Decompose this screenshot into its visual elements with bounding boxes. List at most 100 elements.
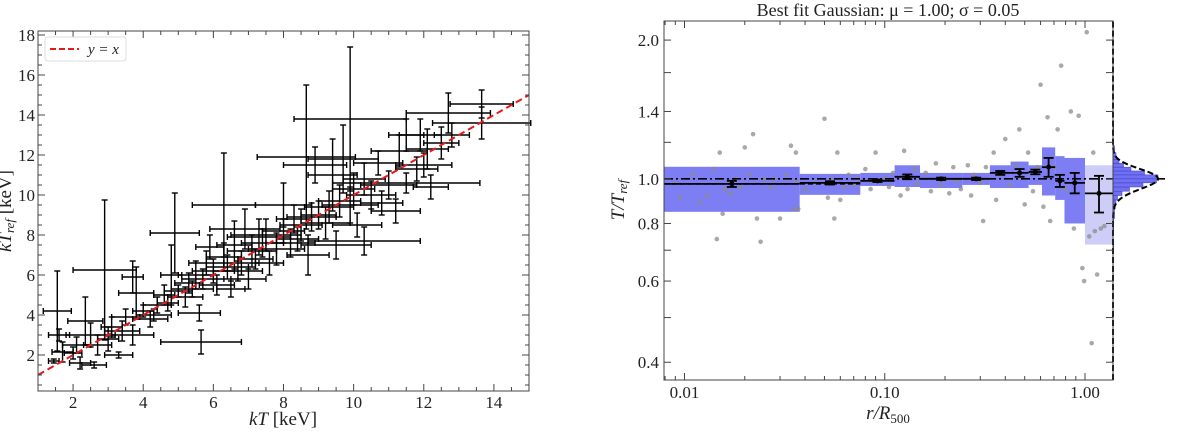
scatter-point	[768, 184, 774, 190]
scatter-point	[825, 195, 831, 200]
y-tick-label: 2.0	[638, 31, 659, 50]
error-bar-point	[72, 199, 137, 341]
scatter-point	[923, 170, 928, 176]
scatter-point	[758, 239, 763, 245]
scatter-point	[1047, 218, 1053, 224]
legend-label: y = x	[86, 42, 119, 58]
bin-median-errorbar	[1010, 168, 1029, 178]
error-bar-point	[300, 230, 372, 260]
scatter-point	[791, 206, 796, 212]
error-bar-point	[121, 260, 144, 294]
bin-median-errorbar	[860, 178, 895, 184]
gaussian-fit-curve	[1112, 21, 1159, 380]
histogram-bar	[1112, 195, 1118, 201]
x-var: r/R	[866, 403, 891, 424]
scatter-point	[1022, 202, 1028, 207]
scatter-point	[1098, 226, 1104, 231]
left-x-axis-label: kT [keV]	[249, 409, 317, 429]
error-bar-point	[317, 184, 362, 218]
right-plot-frame	[663, 20, 1114, 381]
x-tick-label: 12	[415, 393, 432, 412]
y-tick-label: 6	[27, 266, 36, 285]
y-tick-label: 1.4	[638, 102, 660, 121]
scatter-point	[1084, 29, 1090, 35]
scatter-point	[1038, 82, 1043, 88]
histogram-bar	[1112, 174, 1159, 180]
error-bar-point	[370, 198, 421, 224]
error-bar-point	[181, 268, 225, 290]
error-bar-point	[177, 304, 222, 322]
histogram-bar	[1112, 190, 1123, 196]
left-y-axis-label: kTref [keV]	[0, 170, 17, 252]
error-bar-point	[47, 328, 71, 342]
error-bar-point	[160, 329, 243, 355]
median-point	[938, 176, 944, 182]
y-tick-label: 0.4	[638, 353, 660, 372]
x-tick-label: 0.10	[870, 383, 900, 402]
scatter-point	[1089, 340, 1094, 346]
scatter-point	[911, 166, 917, 172]
scatter-point	[1003, 136, 1008, 142]
error-bar-point	[230, 268, 267, 290]
error-bar-point	[405, 128, 450, 170]
scatter-point	[1045, 114, 1050, 120]
error-bar-point	[282, 146, 348, 184]
histogram-bar	[1112, 159, 1120, 164]
y-tick-label: 0.8	[638, 214, 659, 233]
right-x-axis-label: r/R500	[866, 403, 910, 426]
y-tick-label: 1.0	[638, 170, 659, 189]
scatter-point	[746, 172, 752, 178]
y-tick-label: 12	[18, 146, 35, 165]
scatter-point	[1071, 226, 1077, 231]
scatter-point	[793, 178, 799, 184]
scatter-point	[1063, 186, 1068, 192]
error-bar-point	[149, 192, 201, 274]
error-bar-point	[216, 280, 246, 298]
scatter-point	[938, 182, 943, 188]
scatter-point	[690, 172, 696, 178]
scatter-point	[828, 176, 834, 182]
bin-medians	[664, 157, 1113, 214]
scatter-point	[946, 191, 952, 196]
y-tick-label: 0.6	[638, 272, 659, 291]
scatter-point	[1035, 164, 1040, 170]
y-var: T/T	[608, 192, 629, 220]
error-bar-point	[303, 190, 355, 224]
bin-median-errorbar	[1042, 157, 1056, 178]
error-bar-point	[359, 170, 418, 200]
histogram-bar	[1112, 163, 1124, 168]
bin-median-errorbar	[1064, 171, 1085, 195]
y-unit: [keV]	[0, 170, 16, 219]
error-bar-point	[81, 361, 108, 369]
error-bar-point	[170, 280, 215, 298]
scatter-point	[1058, 63, 1064, 68]
scatter-point	[822, 116, 827, 122]
x-tick-label: 4	[139, 393, 148, 412]
legend-box	[44, 36, 127, 62]
median-point	[874, 178, 880, 184]
scatter-point	[1030, 188, 1036, 194]
scatter-point	[971, 172, 977, 178]
left-plot-frame	[37, 30, 530, 392]
scatter-point	[993, 197, 999, 203]
error-bar-point	[103, 320, 141, 342]
error-bar-point	[321, 186, 379, 224]
y-tick-label: 18	[18, 26, 35, 45]
scatter-point	[983, 164, 989, 170]
scatter-point	[677, 195, 683, 200]
scatter-point	[698, 199, 703, 205]
scatter-point	[711, 166, 717, 172]
scatter-point	[980, 218, 986, 224]
bin-median-errorbar	[920, 176, 963, 182]
scatter-point	[835, 150, 840, 155]
bin-median-errorbar	[989, 170, 1011, 176]
scatter-point	[1041, 204, 1046, 209]
scatter-point	[1080, 265, 1085, 271]
scatter-point	[1081, 278, 1087, 284]
scatter-point	[1068, 109, 1074, 114]
scatter-point	[1055, 127, 1060, 132]
scatter-point	[750, 131, 756, 137]
median-point	[1096, 190, 1102, 196]
y-tick-label: 8	[27, 226, 36, 245]
